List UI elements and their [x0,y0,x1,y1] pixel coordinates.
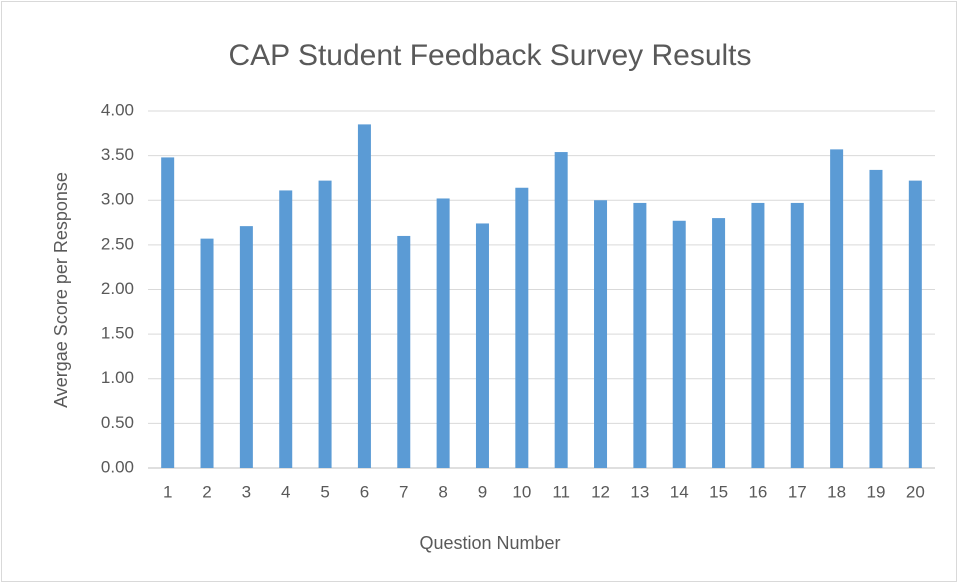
y-tick-label: 4.00 [101,100,134,119]
x-tick-label: 16 [748,482,767,501]
bar [830,149,844,468]
x-tick-label: 1 [163,482,172,501]
x-tick-label: 20 [906,482,925,501]
bar [594,200,608,468]
bar [869,169,883,468]
y-tick-label: 2.50 [101,234,134,253]
x-tick-label: 6 [360,482,369,501]
x-tick-label: 15 [709,482,728,501]
x-tick-label: 7 [399,482,408,501]
x-tick-label: 2 [202,482,211,501]
bar [279,190,293,468]
bar [200,238,214,468]
bar [633,202,647,469]
y-tick-label: 0.00 [101,457,134,476]
bar [397,235,411,468]
y-axis-label: Avergae Score per Response [51,172,71,408]
x-tick-label: 3 [242,482,251,501]
y-tick-label: 2.00 [101,279,134,298]
x-tick-label: 5 [320,482,329,501]
bar [908,180,922,469]
y-tick-label: 3.50 [101,145,134,164]
bar [475,223,489,468]
bar [790,202,804,469]
y-tick-label: 1.00 [101,368,134,387]
bar [161,157,175,468]
x-tick-label: 9 [478,482,487,501]
bar [357,124,371,468]
x-tick-label: 17 [788,482,807,501]
bar [318,180,332,469]
x-tick-label: 11 [552,482,570,501]
x-tick-label: 19 [867,482,886,501]
bar [672,220,686,468]
y-tick-label: 3.00 [101,190,134,209]
x-tick-label: 13 [630,482,649,501]
x-tick-label: 18 [827,482,846,501]
y-tick-label: 1.50 [101,324,134,343]
bar [554,152,568,468]
x-tick-label: 12 [591,482,610,501]
x-tick-label: 8 [438,482,447,501]
bar [712,218,726,468]
bar [515,187,529,468]
x-tick-label: 10 [512,482,531,501]
chart-title: CAP Student Feedback Survey Results [228,39,751,72]
bar [239,226,253,468]
x-tick-label: 14 [670,482,689,501]
bar [436,198,450,468]
x-axis-label: Question Number [419,533,560,553]
y-tick-label: 0.50 [101,413,134,432]
bar [751,202,765,469]
x-tick-label: 4 [281,482,290,501]
